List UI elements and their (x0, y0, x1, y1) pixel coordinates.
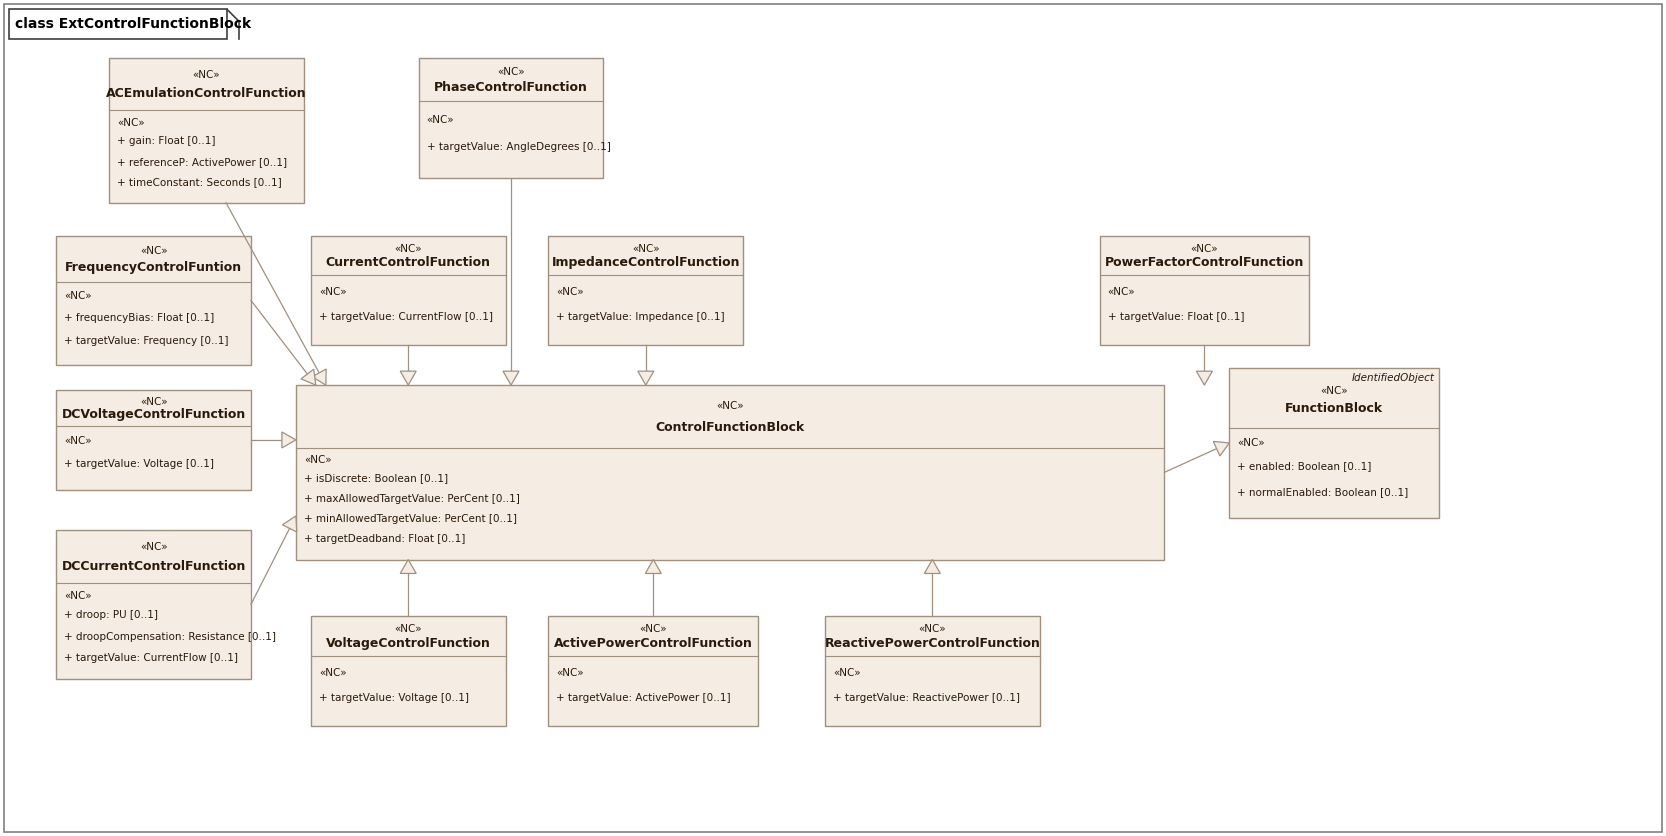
Text: «NC»: «NC» (716, 400, 745, 410)
FancyBboxPatch shape (1100, 236, 1309, 345)
FancyBboxPatch shape (110, 59, 303, 202)
FancyBboxPatch shape (418, 59, 603, 178)
Text: «NC»: «NC» (833, 668, 861, 678)
Text: + targetDeadband: Float [0..1]: + targetDeadband: Float [0..1] (303, 534, 465, 544)
Text: + timeConstant: Seconds [0..1]: + timeConstant: Seconds [0..1] (117, 177, 282, 187)
Text: + targetValue: Float [0..1]: + targetValue: Float [0..1] (1108, 312, 1245, 322)
Text: PhaseControlFunction: PhaseControlFunction (435, 81, 588, 94)
Text: + isDiscrete: Boolean [0..1]: + isDiscrete: Boolean [0..1] (303, 473, 448, 483)
Text: + targetValue: Voltage [0..1]: + targetValue: Voltage [0..1] (65, 459, 215, 469)
Text: + targetValue: AngleDegrees [0..1]: + targetValue: AngleDegrees [0..1] (426, 142, 610, 152)
Text: + targetValue: ActivePower [0..1]: + targetValue: ActivePower [0..1] (556, 693, 731, 703)
Text: + normalEnabled: Boolean [0..1]: + normalEnabled: Boolean [0..1] (1238, 487, 1408, 497)
Text: + droop: PU [0..1]: + droop: PU [0..1] (65, 610, 158, 620)
Text: «NC»: «NC» (193, 70, 220, 80)
Text: + targetValue: ReactivePower [0..1]: + targetValue: ReactivePower [0..1] (833, 693, 1020, 703)
Text: «NC»: «NC» (395, 243, 421, 253)
Text: ReactivePowerControlFunction: ReactivePowerControlFunction (825, 637, 1040, 650)
Text: «NC»: «NC» (303, 455, 332, 465)
Text: «NC»: «NC» (1321, 386, 1348, 396)
Polygon shape (400, 371, 416, 385)
Text: «NC»: «NC» (140, 397, 168, 407)
Text: + targetValue: CurrentFlow [0..1]: + targetValue: CurrentFlow [0..1] (65, 653, 238, 663)
Text: class ExtControlFunctionBlock: class ExtControlFunctionBlock (15, 18, 252, 31)
Text: «NC»: «NC» (640, 624, 666, 635)
Text: ControlFunctionBlock: ControlFunctionBlock (655, 421, 805, 435)
Text: «NC»: «NC» (140, 246, 168, 256)
Text: «NC»: «NC» (65, 436, 92, 446)
Text: + targetValue: Frequency [0..1]: + targetValue: Frequency [0..1] (65, 336, 228, 346)
Text: CurrentControlFunction: CurrentControlFunction (327, 256, 491, 269)
FancyBboxPatch shape (10, 9, 227, 39)
FancyBboxPatch shape (312, 236, 505, 345)
Text: «NC»: «NC» (631, 243, 660, 253)
FancyBboxPatch shape (57, 236, 252, 365)
FancyBboxPatch shape (548, 616, 758, 726)
Polygon shape (282, 432, 297, 448)
Text: «NC»: «NC» (496, 68, 525, 78)
Text: «NC»: «NC» (65, 292, 92, 302)
Polygon shape (1213, 441, 1230, 456)
Text: «NC»: «NC» (117, 118, 145, 128)
Text: «NC»: «NC» (1108, 287, 1135, 297)
Text: «NC»: «NC» (556, 668, 585, 678)
Text: «NC»: «NC» (1238, 438, 1264, 448)
Polygon shape (312, 369, 327, 385)
Text: DCCurrentControlFunction: DCCurrentControlFunction (62, 560, 247, 573)
Text: VoltageControlFunction: VoltageControlFunction (327, 637, 491, 650)
FancyBboxPatch shape (1230, 368, 1439, 517)
Text: «NC»: «NC» (918, 624, 946, 635)
Polygon shape (645, 559, 661, 573)
Text: + gain: Float [0..1]: + gain: Float [0..1] (117, 136, 215, 146)
FancyBboxPatch shape (825, 616, 1040, 726)
Polygon shape (400, 559, 416, 573)
FancyBboxPatch shape (297, 385, 1165, 559)
Text: + targetValue: CurrentFlow [0..1]: + targetValue: CurrentFlow [0..1] (318, 312, 493, 322)
Text: «NC»: «NC» (65, 591, 92, 601)
Text: + referenceP: ActivePower [0..1]: + referenceP: ActivePower [0..1] (117, 156, 287, 166)
Text: + targetValue: Impedance [0..1]: + targetValue: Impedance [0..1] (556, 312, 725, 322)
Polygon shape (302, 370, 317, 385)
Text: + minAllowedTargetValue: PerCent [0..1]: + minAllowedTargetValue: PerCent [0..1] (303, 514, 516, 524)
Text: «NC»: «NC» (318, 287, 347, 297)
Polygon shape (503, 371, 520, 385)
FancyBboxPatch shape (548, 236, 743, 345)
Polygon shape (1196, 371, 1213, 385)
Text: «NC»: «NC» (426, 115, 455, 125)
Text: «NC»: «NC» (318, 668, 347, 678)
Text: PowerFactorControlFunction: PowerFactorControlFunction (1105, 256, 1304, 269)
Polygon shape (638, 371, 653, 385)
Text: DCVoltageControlFunction: DCVoltageControlFunction (62, 408, 247, 421)
Text: + targetValue: Voltage [0..1]: + targetValue: Voltage [0..1] (318, 693, 468, 703)
Text: FunctionBlock: FunctionBlock (1284, 402, 1383, 415)
FancyBboxPatch shape (312, 616, 505, 726)
Text: «NC»: «NC» (395, 624, 421, 635)
Polygon shape (925, 559, 940, 573)
Text: IdentifiedObject: IdentifiedObject (1353, 373, 1434, 383)
Text: ActivePowerControlFunction: ActivePowerControlFunction (553, 637, 753, 650)
Polygon shape (283, 516, 297, 532)
Text: FrequencyControlFuntion: FrequencyControlFuntion (65, 261, 242, 274)
FancyBboxPatch shape (57, 390, 252, 490)
Text: ACEmulationControlFunction: ACEmulationControlFunction (107, 87, 307, 100)
Text: + droopCompensation: Resistance [0..1]: + droopCompensation: Resistance [0..1] (65, 632, 277, 641)
Text: ImpedanceControlFunction: ImpedanceControlFunction (551, 256, 740, 269)
Text: «NC»: «NC» (1191, 243, 1218, 253)
Text: + frequencyBias: Float [0..1]: + frequencyBias: Float [0..1] (65, 313, 215, 323)
Text: «NC»: «NC» (556, 287, 585, 297)
FancyBboxPatch shape (57, 530, 252, 679)
Text: + enabled: Boolean [0..1]: + enabled: Boolean [0..1] (1238, 461, 1371, 472)
Text: «NC»: «NC» (140, 543, 168, 553)
Text: + maxAllowedTargetValue: PerCent [0..1]: + maxAllowedTargetValue: PerCent [0..1] (303, 493, 520, 503)
